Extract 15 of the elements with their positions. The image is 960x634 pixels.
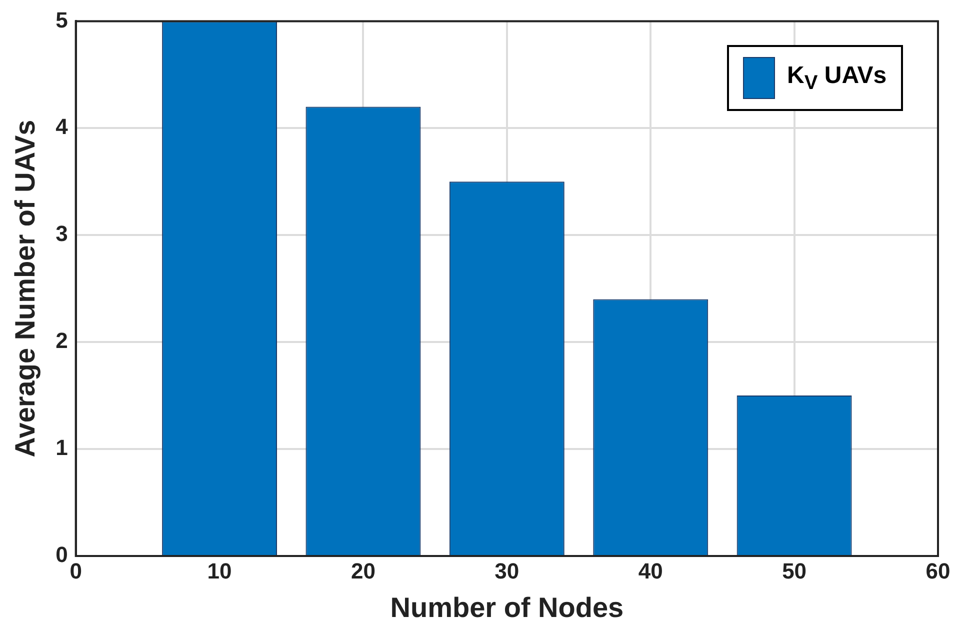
y-tick-label: 4 <box>56 114 69 140</box>
y-axis-title: Average Number of UAVs <box>10 120 41 458</box>
y-tick-label: 3 <box>56 221 68 246</box>
x-tick-label: 10 <box>207 558 232 584</box>
x-tick-label: 30 <box>494 558 520 584</box>
x-tick-label: 60 <box>926 558 950 584</box>
y-tick-label: 2 <box>56 328 68 354</box>
x-tick-label: 20 <box>350 558 376 584</box>
x-axis-title: Number of Nodes <box>390 592 624 623</box>
x-tick-label: 40 <box>638 558 663 584</box>
legend-label: K$_{V}$ UAVs <box>787 62 887 95</box>
y-tick-label: 1 <box>56 435 68 460</box>
x-tick-label: 50 <box>782 558 807 584</box>
y-tick-label: 0 <box>56 542 68 568</box>
y-tick-label: 5 <box>56 7 68 32</box>
